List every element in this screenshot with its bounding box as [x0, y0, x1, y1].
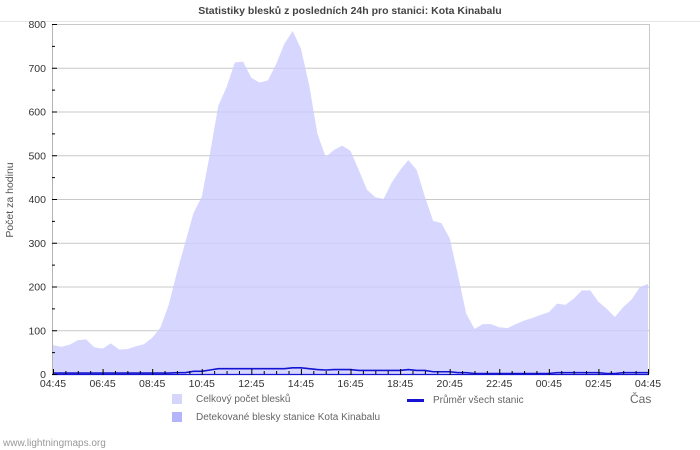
legend-item-total: Celkový počet blesků	[172, 393, 291, 405]
legend-label-average: Průměr všech stanic	[433, 394, 524, 406]
y-tick-label: 200	[28, 282, 46, 294]
x-tick-label: 22:45	[486, 378, 512, 390]
x-tick-label: 18:45	[387, 378, 413, 390]
x-tick-label: 08:45	[139, 378, 165, 390]
x-tick-label: 20:45	[437, 378, 463, 390]
axis-layer: 0 100 200 300 400 500 600 700 800 04:45 06:45 08:45…	[28, 19, 661, 390]
legend-label-detected: Detekované blesky stanice Kota Kinabalu	[196, 411, 381, 423]
x-tick-label: 02:45	[585, 378, 611, 390]
x-tick-label: 04:45	[635, 378, 661, 390]
legend-item-average: Průměr všech stanic	[407, 394, 524, 406]
x-tick-label: 14:45	[288, 378, 314, 390]
legend-line-average	[407, 398, 424, 402]
legend-swatch-detected	[172, 412, 182, 422]
legend-swatch-total	[172, 394, 182, 404]
title-divider	[0, 21, 700, 22]
y-tick-label: 100	[28, 325, 46, 337]
x-axis-label: Čas	[630, 392, 652, 406]
x-tick-label: 16:45	[337, 378, 363, 390]
x-tick-label: 06:45	[89, 378, 115, 390]
legend-item-detected: Detekované blesky stanice Kota Kinabalu	[172, 411, 380, 423]
y-tick-label: 500	[28, 150, 46, 162]
legend-label-total: Celkový počet blesků	[196, 393, 291, 405]
y-tick-label: 400	[28, 194, 46, 206]
x-tick-label: 12:45	[238, 378, 264, 390]
y-tick-label: 800	[28, 19, 46, 31]
x-tick-label: 10:45	[189, 378, 215, 390]
y-tick-label: 300	[28, 238, 46, 250]
y-tick-label: 700	[28, 63, 46, 75]
x-tick-label: 04:45	[40, 378, 66, 390]
series-area-0	[53, 31, 648, 374]
y-tick-label: 0	[40, 369, 46, 381]
x-tick-label: 00:45	[536, 378, 562, 390]
chart-title: Statistiky blesků z posledních 24h pro s…	[198, 5, 502, 17]
series-layer	[53, 31, 648, 375]
y-tick-label: 600	[28, 107, 46, 119]
source-credit: www.lightningmaps.org	[3, 438, 106, 449]
